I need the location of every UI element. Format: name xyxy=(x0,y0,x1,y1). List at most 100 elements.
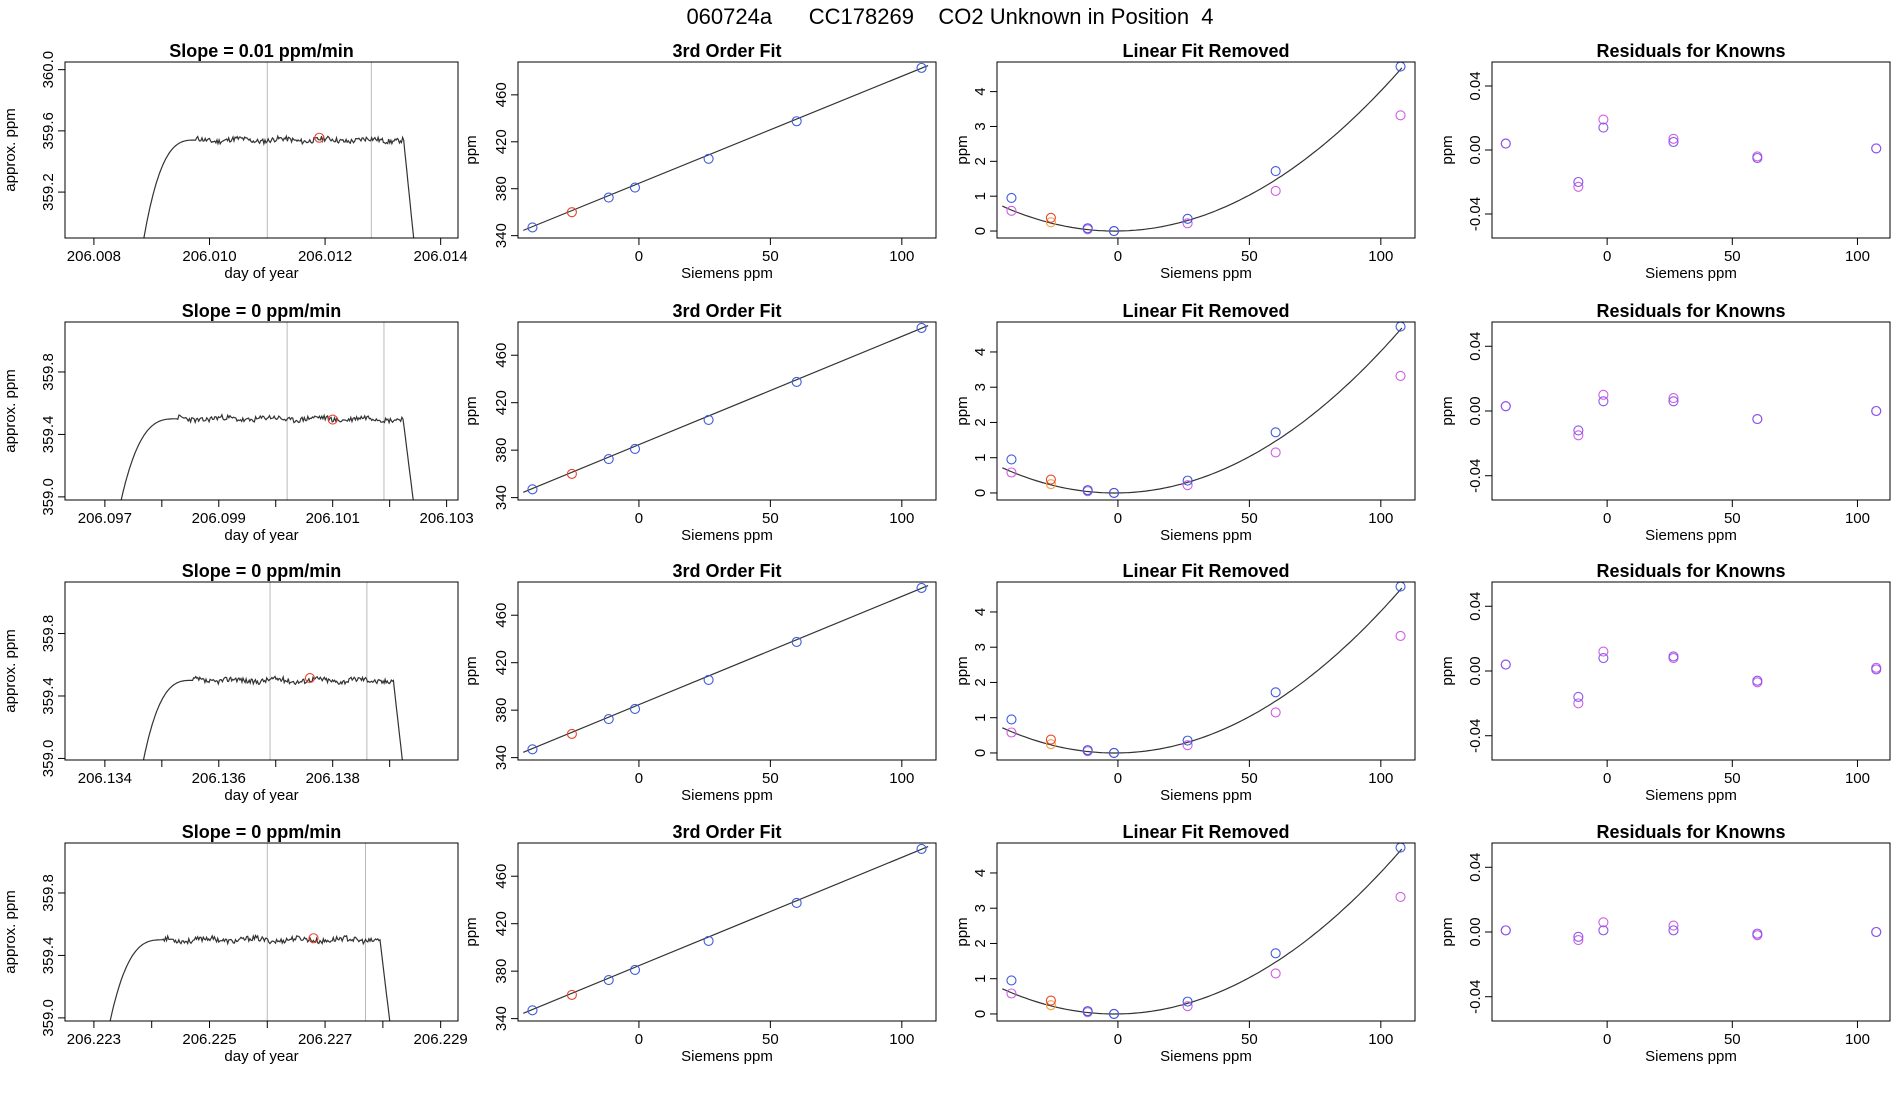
residual-point-blue xyxy=(1668,651,1679,662)
y-tick-label: 359.0 xyxy=(40,740,57,778)
plot-area xyxy=(1500,917,1882,946)
y-tick-label: 3 xyxy=(972,383,989,391)
x-axis-label: Siemens ppm xyxy=(681,265,773,282)
x-tick-label: 100 xyxy=(889,1031,914,1048)
x-axis-label: day of year xyxy=(224,265,298,282)
fit-known-point xyxy=(916,62,927,73)
x-axis-label: Siemens ppm xyxy=(1160,787,1252,804)
y-tick-label: 420 xyxy=(493,129,510,154)
y-tick-label: -0.04 xyxy=(1467,459,1484,493)
x-tick-label: 100 xyxy=(889,248,914,265)
removed-known-point-blue xyxy=(1270,427,1281,438)
y-axis-label: ppm xyxy=(1439,135,1456,164)
x-tick-label: 50 xyxy=(762,1031,779,1048)
fit-known-point xyxy=(629,443,641,455)
removed-known-point-blue xyxy=(1270,687,1281,698)
y-tick-label: 380 xyxy=(493,438,510,463)
y-tick-label: 340 xyxy=(493,745,510,770)
x-tick-label: 206.136 xyxy=(192,770,246,787)
removed-known-point-magenta xyxy=(1006,205,1017,216)
trace-marker-point xyxy=(304,672,315,684)
y-tick-label: 340 xyxy=(493,223,510,248)
x-tick-label: 100 xyxy=(1845,248,1870,265)
fit-panel: 3rd Order Fit 0 50 100 Siemens ppm 340 380 420 4… xyxy=(463,822,937,1065)
fit-known-point xyxy=(791,897,802,908)
x-axis-label: Siemens ppm xyxy=(681,1048,773,1065)
plot-title: 3rd Order Fit xyxy=(672,41,781,61)
removed-unknown-point xyxy=(1045,212,1056,223)
residual-point-blue xyxy=(1871,143,1882,154)
plot-title: Linear Fit Removed xyxy=(1122,561,1289,581)
removed-unknown-point xyxy=(1045,739,1056,750)
removed-known-point-blue xyxy=(1108,225,1120,237)
y-tick-label: 2 xyxy=(972,678,989,686)
x-axis-label: Siemens ppm xyxy=(1160,1048,1252,1065)
removed-known-point-magenta xyxy=(1006,988,1017,999)
x-tick-label: 206.101 xyxy=(306,510,360,527)
x-tick-label: 206.099 xyxy=(192,510,246,527)
y-tick-label: 359.6 xyxy=(40,112,57,150)
residual-point-blue xyxy=(1752,152,1763,164)
fit-known-point xyxy=(791,116,802,127)
y-tick-label: -0.04 xyxy=(1467,980,1484,1014)
fit-panel: 3rd Order Fit 0 50 100 Siemens ppm 340 380 420 4… xyxy=(463,301,937,544)
x-tick-label: 50 xyxy=(1241,248,1258,265)
removed-known-point-blue xyxy=(1082,1006,1093,1017)
y-tick-label: 380 xyxy=(493,698,510,723)
fit-known-point xyxy=(629,182,641,193)
y-tick-label: 359.8 xyxy=(40,353,57,391)
residuals-panel: Residuals for Knowns 0 50 100 Siemens ppm -0.… xyxy=(1439,41,1891,282)
removed-known-point-magenta xyxy=(1395,110,1406,121)
residual-point-blue xyxy=(1573,931,1584,942)
removed-known-point-blue xyxy=(1082,223,1093,234)
y-axis-label: approx. ppm xyxy=(2,629,19,712)
x-tick-label: 0 xyxy=(1603,1031,1611,1048)
y-axis-label: ppm xyxy=(463,135,480,164)
x-tick-label: 0 xyxy=(635,1031,643,1048)
y-axis-label: ppm xyxy=(954,656,971,685)
x-axis-label: Siemens ppm xyxy=(1160,265,1252,282)
fit-known-point xyxy=(791,636,802,647)
plot-area xyxy=(1002,582,1406,759)
fit-known-point xyxy=(527,1005,538,1016)
removed-unknown-point xyxy=(1045,474,1056,485)
residual-point-blue xyxy=(1500,401,1511,412)
quadratic-curve xyxy=(1002,327,1403,494)
fit-known-point xyxy=(527,222,538,233)
y-axis-label: ppm xyxy=(1439,656,1456,685)
residual-point-blue xyxy=(1752,675,1763,686)
y-tick-label: 0 xyxy=(972,1010,989,1018)
x-axis-label: day of year xyxy=(224,1048,298,1065)
x-tick-label: 50 xyxy=(1724,248,1741,265)
y-axis-label: ppm xyxy=(954,396,971,425)
removed-known-point-blue xyxy=(1006,454,1017,465)
fit-known-point xyxy=(703,935,714,946)
x-tick-label: 206.097 xyxy=(78,510,132,527)
quadratic-curve xyxy=(1002,67,1403,232)
trace-line xyxy=(120,413,414,500)
residuals-panel: Residuals for Knowns 0 50 100 Siemens ppm -0.… xyxy=(1439,561,1891,804)
residuals-panel: Residuals for Knowns 0 50 100 Siemens ppm -0.… xyxy=(1439,822,1891,1065)
residual-point-blue xyxy=(1871,405,1882,417)
plot-frame xyxy=(517,321,937,501)
y-axis-label: ppm xyxy=(463,917,480,946)
y-tick-label: 1 xyxy=(972,714,989,722)
fit-known-point xyxy=(603,714,614,725)
plot-frame xyxy=(64,61,459,239)
plot-title: Slope = 0.01 ppm/min xyxy=(169,41,354,61)
fit-line xyxy=(523,846,929,1014)
residual-point-blue xyxy=(1573,691,1584,702)
x-tick-label: 206.229 xyxy=(414,1031,468,1048)
y-tick-label: 359.4 xyxy=(40,416,57,454)
y-axis-label: ppm xyxy=(1439,396,1456,425)
removed-known-point-blue xyxy=(1108,747,1120,759)
fit-unknown-point xyxy=(566,207,577,218)
residual-point-blue xyxy=(1668,136,1679,148)
linear-removed-panel: Linear Fit Removed 0 50 100 Siemens ppm 0 1 2 3 4… xyxy=(954,41,1416,282)
plot-title: Residuals for Knowns xyxy=(1596,41,1785,61)
plot-frame xyxy=(1491,842,1891,1022)
y-tick-label: 420 xyxy=(493,911,510,936)
linear-removed-panel: Linear Fit Removed 0 50 100 Siemens ppm 0 1 2 3 4… xyxy=(954,561,1416,804)
removed-known-point-magenta xyxy=(1182,480,1193,491)
y-tick-label: 460 xyxy=(493,82,510,107)
